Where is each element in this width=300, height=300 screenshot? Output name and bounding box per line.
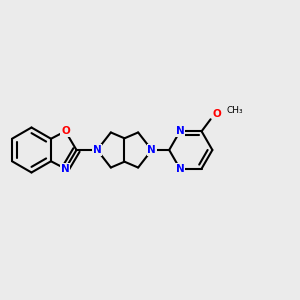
Text: N: N [176,126,184,136]
Text: N: N [93,145,102,155]
Text: CH₃: CH₃ [226,106,243,116]
Text: N: N [147,145,156,155]
Text: O: O [61,126,70,136]
Text: N: N [176,164,184,174]
Text: O: O [212,109,221,119]
Text: N: N [61,164,70,174]
